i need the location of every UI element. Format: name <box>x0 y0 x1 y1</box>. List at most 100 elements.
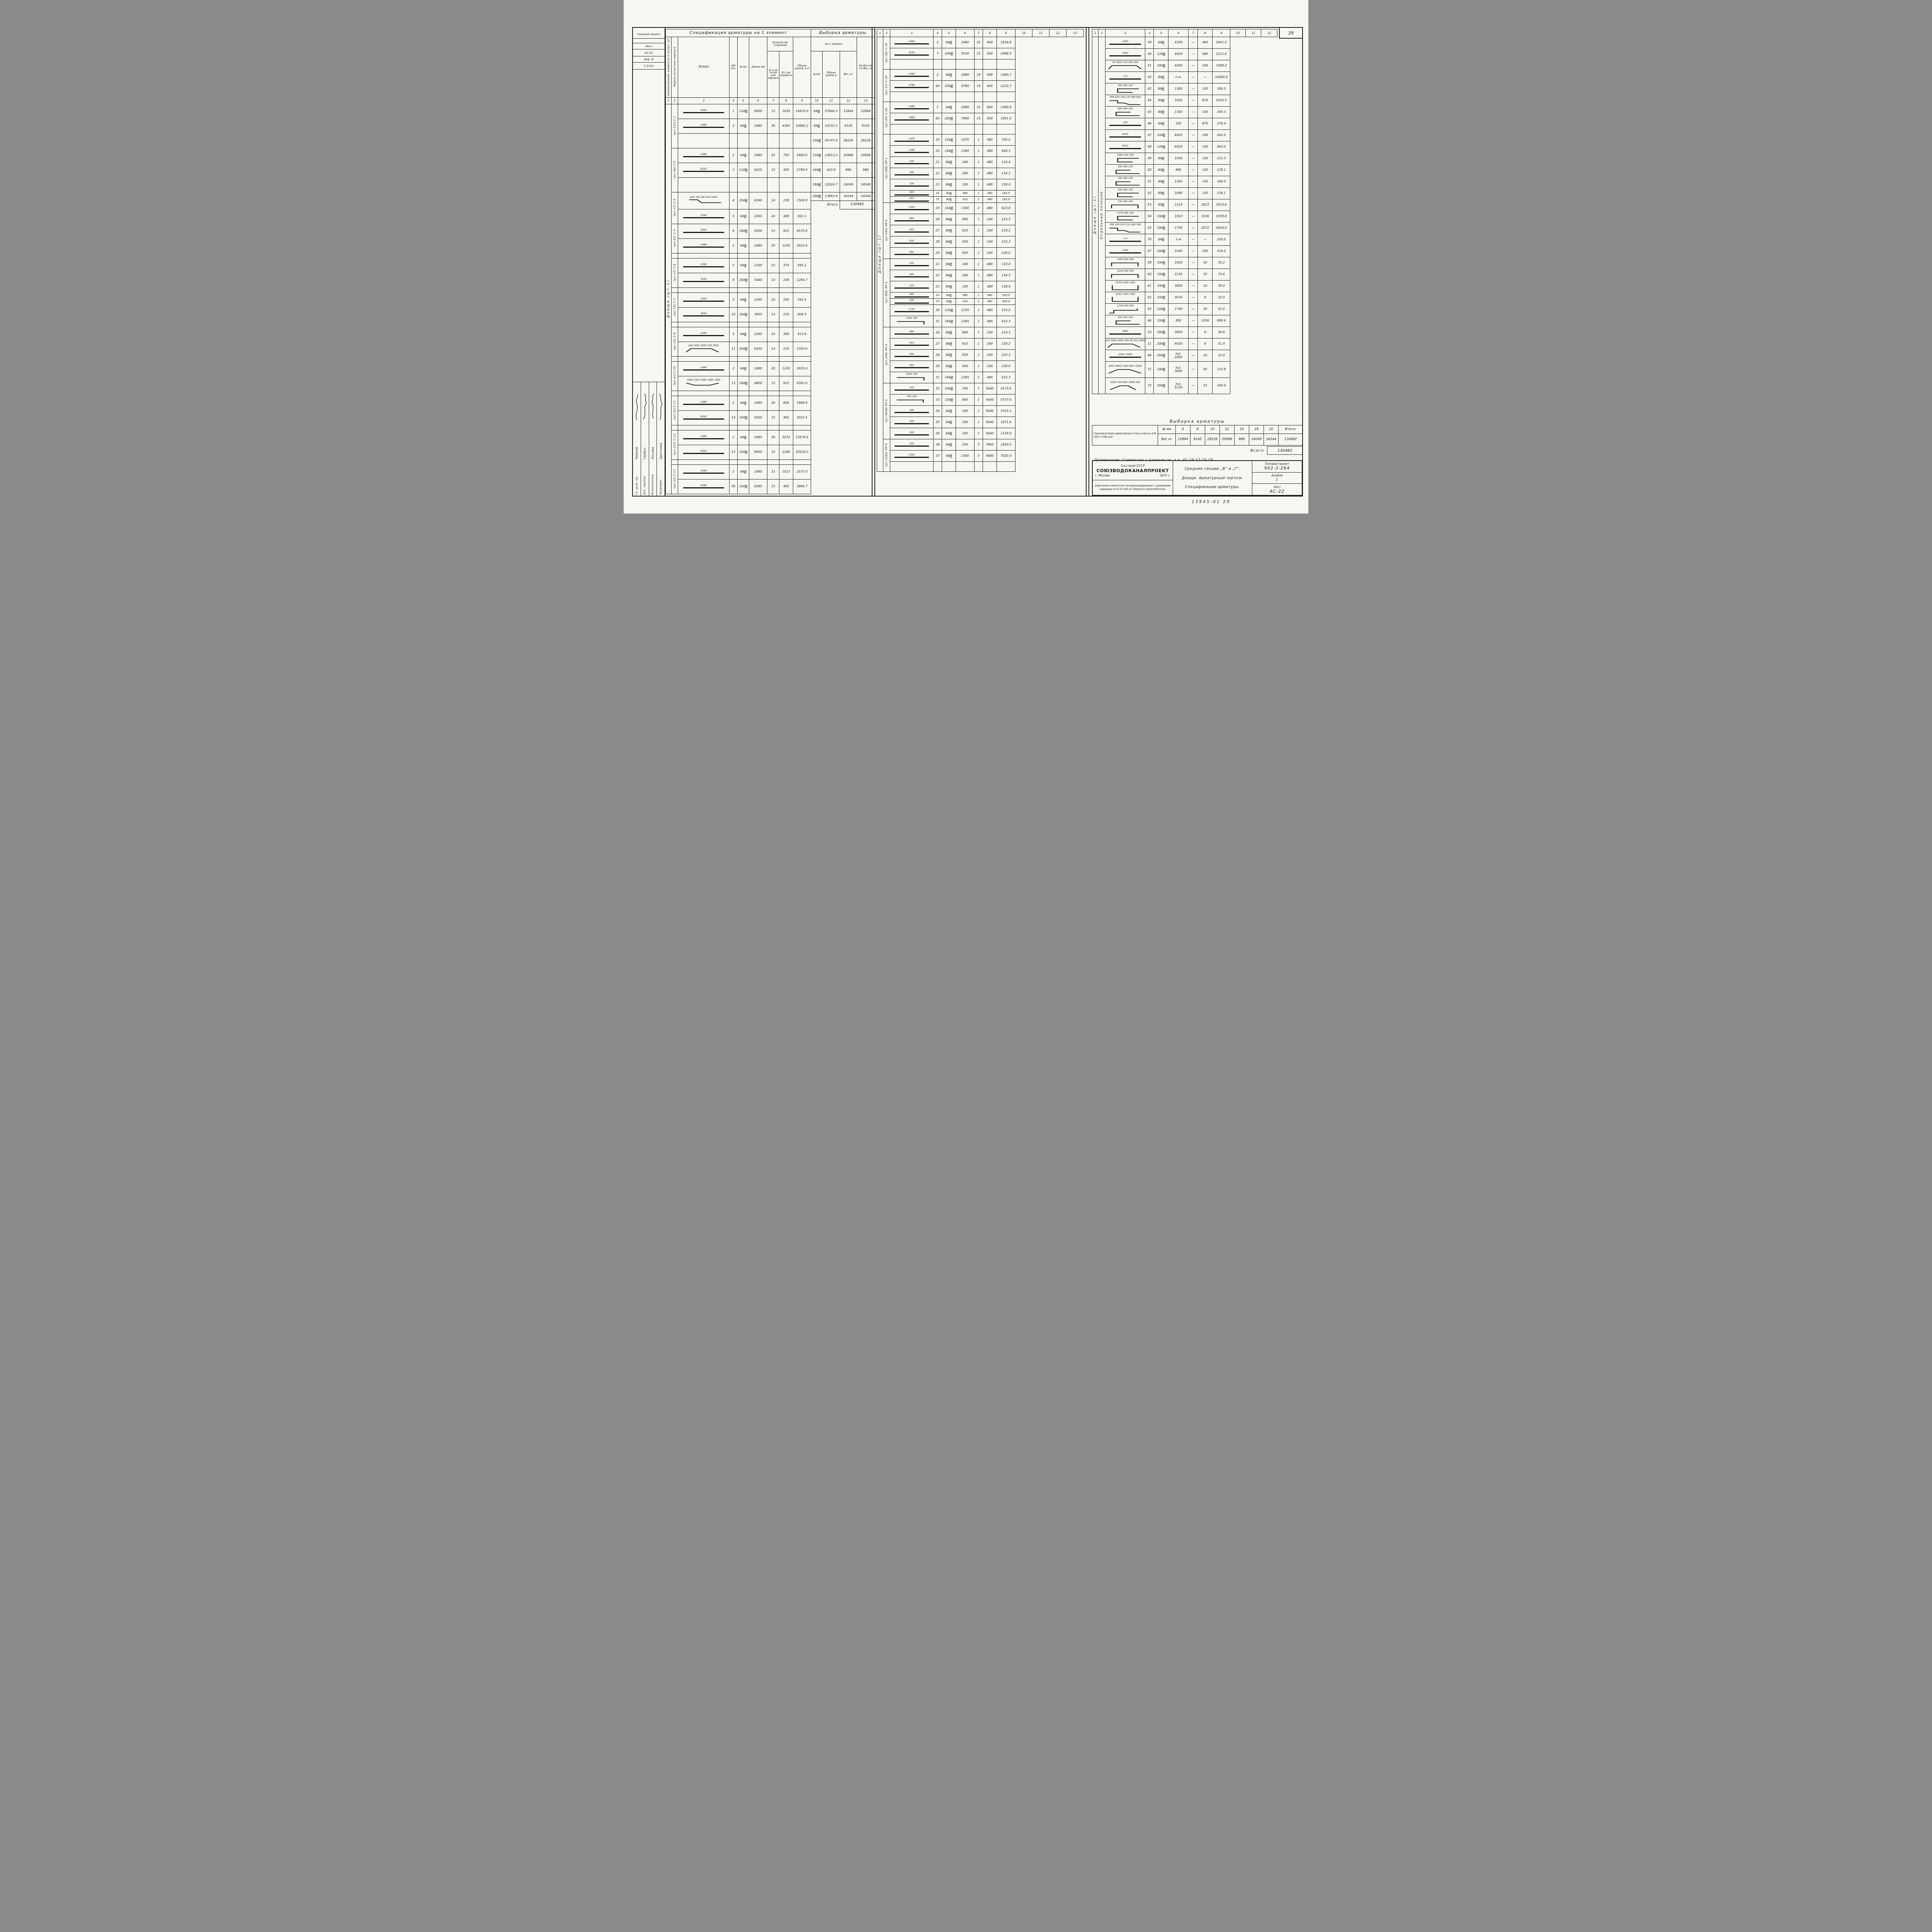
object-description: Аэротенки-смесители четырехкоридорные с … <box>1095 484 1171 491</box>
bar-length: 1950 <box>1168 257 1189 269</box>
count-per-mesh: 1 <box>974 383 983 395</box>
empty-cell <box>779 321 794 327</box>
total-length: 615.3 <box>997 316 1015 327</box>
dia-class: 20АⅢ <box>737 272 749 288</box>
dia-class: 8АⅢ <box>942 270 956 281</box>
empty-cell <box>737 177 749 192</box>
stamp-column: Гарбуз Рук. группы <box>640 382 649 496</box>
group-mark: С-4(шт.61) <box>671 223 678 253</box>
total-length: 880.6 <box>1212 315 1231 327</box>
bar-sketch: 180 <box>891 409 933 413</box>
bar-shape-icon <box>1108 65 1142 69</box>
bar-sketch: 890 <box>891 330 933 335</box>
count-per-element: 2280 <box>779 444 794 460</box>
sketch-cell: 3850 <box>1105 327 1146 338</box>
count: 145 <box>1197 176 1213 188</box>
count-per-element: 5472 <box>779 430 794 445</box>
dash-cell: — <box>1188 292 1198 304</box>
pos-number: 19 <box>933 134 942 146</box>
sketch-cell: 1500 <box>890 450 934 462</box>
vertical-label: Днище /шт.1/ <box>1093 196 1097 235</box>
bar-length: 4200 <box>1168 60 1189 72</box>
col-header-per-element: На 1 элемент <box>811 36 857 52</box>
dash-cell: — <box>1188 211 1198 223</box>
vertical-label: С-11 <box>673 400 676 407</box>
pos-number: 2 <box>729 464 738 480</box>
bar-length: 4350 <box>1168 37 1189 49</box>
sketch-cell: 3850 <box>678 307 730 322</box>
empty-cell <box>749 253 767 259</box>
pos-number: 5 <box>729 258 738 273</box>
column-number: 8 <box>779 97 794 104</box>
bar-length: 2260 <box>749 209 767 224</box>
total-length: 3591.0 <box>997 113 1015 124</box>
bar-length: 2260 <box>749 327 767 342</box>
pos-number: 29 <box>933 247 942 259</box>
blank-area <box>1015 203 1084 214</box>
empty-cell <box>890 461 934 472</box>
spacer-row <box>666 459 875 465</box>
shape-sketch: 700 140 <box>891 395 933 404</box>
bar-length: 6340 <box>749 192 767 209</box>
dia-class: 6АⅢ <box>737 118 749 134</box>
blank-area <box>1015 168 1084 179</box>
pos-number: 2 <box>933 69 942 81</box>
bar-length: 2260 <box>749 258 767 273</box>
dia-class: 6АⅢ <box>1153 37 1169 49</box>
dia-class: 8АⅢ <box>942 327 956 338</box>
shape-sketch: 1045 350 <box>891 317 933 326</box>
vertical-label: С-8 <box>673 332 676 338</box>
empty-cell <box>983 92 997 102</box>
blank-area <box>1015 372 1084 383</box>
dia-class: 8АⅢ <box>942 214 956 225</box>
sketch-cell: 950 <box>890 361 934 372</box>
empty-cell <box>767 425 779 430</box>
bar-length: 890 <box>956 214 975 225</box>
bar-length: 2480 <box>749 361 767 376</box>
sketch-cell: 330 <box>890 179 934 190</box>
bar-length: 6430 <box>749 341 767 357</box>
bar-sketch: 330 <box>891 182 933 187</box>
blank-area <box>1230 338 1277 350</box>
total-length: 1294.7 <box>793 272 811 288</box>
sheet-frame <box>632 27 1303 497</box>
dia-class: 8АⅢ <box>1153 199 1169 211</box>
bar-length: ℓср. 2000 <box>1168 350 1189 362</box>
blank-area <box>1015 48 1084 60</box>
empty-cell <box>974 124 983 134</box>
group-mark: С-8(шт.15) <box>671 327 678 357</box>
bar-length: 3160 <box>1168 245 1189 257</box>
vyborka-dia: 20АⅢ <box>811 192 823 201</box>
table-row <box>877 92 1084 102</box>
count-per-mesh: 33 <box>767 464 779 480</box>
total-length: 3626,0 <box>1212 222 1231 234</box>
vyborka-weight: 986 <box>840 162 857 178</box>
count-per-mesh: 16 <box>767 292 779 308</box>
table-row: п.м 70 6АⅢ п.м — —250.0 <box>1092 234 1277 246</box>
table-row: 380 24 8АⅢ 380 1 480 183.5 <box>877 190 1084 197</box>
title-block-subject: Средние секции „В“ и „Г“. Днище. Арматур… <box>1173 461 1252 495</box>
org-year: 1975 г. <box>1159 473 1170 477</box>
bar-length: 2480 <box>749 430 767 445</box>
pos-number: 49 <box>1145 153 1154 165</box>
empty-cell <box>729 356 738 362</box>
group-mark: С-11(шт.31) <box>671 395 678 425</box>
vertical-label: КР-1 <box>885 157 888 165</box>
note: Примечание: Совместно с данным см. л.л. … <box>1094 458 1214 462</box>
dia-class: 12АⅢ <box>1153 48 1169 60</box>
count-per-mesh: 1 <box>974 316 983 327</box>
col-header-label: Наименование элемента и колич. шт. <box>667 37 670 97</box>
table-row: 1000÷3000 68 20АⅢ ℓср. 2000—16 32.0 <box>1092 350 1277 362</box>
count-per-mesh: 36 <box>767 118 779 134</box>
pos-number: 5 <box>729 327 738 342</box>
bar-length: 6220 <box>749 162 767 178</box>
total-length: 2537.0 <box>793 464 811 480</box>
left-margin: Типовой проект Лист АС-22 Инв. N Т-2313 <box>633 30 665 70</box>
count-per-element: 240 <box>983 327 997 338</box>
mid-table: 1 2 3 4 5 6 7 8 9 10 11 12 13 Днище /шт.1/С-18(шт.30… <box>877 29 1084 472</box>
bar-length: 1300 <box>1168 83 1189 95</box>
dash-cell: — <box>1188 350 1198 362</box>
stamp-role: Рук. группы <box>643 476 646 495</box>
vertical-label: (шт.61) <box>673 235 676 247</box>
dia-class: 12АⅢ <box>737 162 749 178</box>
